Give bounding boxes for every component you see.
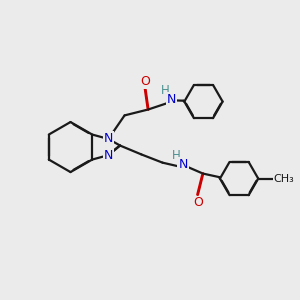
Text: CH₃: CH₃	[274, 174, 295, 184]
Text: O: O	[193, 196, 203, 209]
Text: H: H	[172, 149, 181, 162]
Text: O: O	[140, 75, 150, 88]
Text: N: N	[178, 158, 188, 171]
Text: N: N	[104, 133, 113, 146]
Text: H: H	[160, 85, 169, 98]
Text: N: N	[104, 149, 113, 162]
Text: N: N	[167, 93, 176, 106]
